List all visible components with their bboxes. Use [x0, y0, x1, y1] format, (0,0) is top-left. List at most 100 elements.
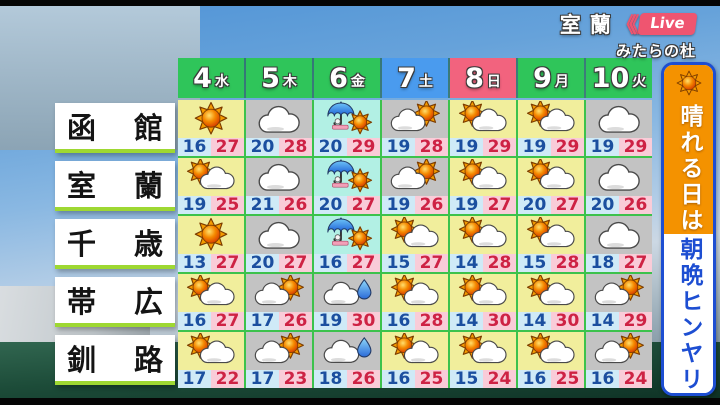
min-temp: 19: [178, 196, 211, 214]
day-weekday: 土: [418, 74, 433, 90]
forecast-cell-r2c7: 20 26: [586, 158, 652, 214]
cloud-icon: [258, 163, 300, 191]
min-temp: 18: [586, 254, 619, 272]
sun-cloud-icon: [526, 275, 575, 306]
icon-box: [586, 332, 652, 370]
temps: 15 27: [382, 254, 448, 272]
temps: 15 28: [518, 254, 584, 272]
icon-box: [314, 274, 380, 312]
icon-box: [246, 158, 312, 196]
umbrella-sun-icon: [327, 101, 373, 135]
temps: 18 27: [586, 254, 652, 272]
temps: 17 23: [246, 370, 312, 388]
icon-box: [518, 332, 584, 370]
temps: 19 25: [178, 196, 244, 214]
forecast-cell-r3c4: 15 27: [382, 216, 448, 272]
temps: 19 27: [450, 196, 516, 214]
forecast-row-1: 16 27 20 28 20 29 19 28 19 29 19 29 19 29: [178, 100, 652, 156]
min-temp: 18: [314, 370, 347, 388]
temps: 16 28: [382, 312, 448, 330]
day-number: 9: [533, 62, 552, 94]
forecast-cell-r2c4: 19 26: [382, 158, 448, 214]
min-temp: 14: [450, 312, 483, 330]
city-label-1: 函館: [55, 103, 175, 153]
day-weekday: 火: [632, 74, 647, 90]
icon-box: [586, 274, 652, 312]
day-number: 6: [329, 62, 348, 94]
sun-cloud-icon: [526, 101, 575, 132]
min-temp: 16: [586, 370, 619, 388]
day-number: 7: [397, 62, 416, 94]
icon-box: [382, 274, 448, 312]
icon-box: [586, 216, 652, 254]
max-temp: 27: [211, 254, 244, 272]
forecast-cell-r1c5: 19 29: [450, 100, 516, 156]
max-temp: 30: [551, 312, 584, 330]
icon-box: [246, 332, 312, 370]
min-temp: 16: [382, 370, 415, 388]
forecast-cell-r1c7: 19 29: [586, 100, 652, 156]
min-temp: 20: [518, 196, 551, 214]
max-temp: 28: [415, 138, 448, 156]
forecast-cell-r3c2: 20 27: [246, 216, 312, 272]
forecast-cell-r5c2: 17 23: [246, 332, 312, 388]
live-badge: 室蘭 《《 Live みたらの杜: [560, 9, 698, 61]
max-temp: 26: [619, 196, 652, 214]
cloud-sun-icon: [390, 101, 440, 132]
forecast-cell-r4c4: 16 28: [382, 274, 448, 330]
min-temp: 15: [450, 370, 483, 388]
sun-icon: [674, 68, 704, 102]
max-temp: 28: [483, 254, 516, 272]
max-temp: 28: [415, 312, 448, 330]
icon-box: [518, 100, 584, 138]
cloud-sun-icon: [594, 333, 644, 364]
forecast-cell-r3c7: 18 27: [586, 216, 652, 272]
temps: 16 27: [314, 254, 380, 272]
icon-box: [450, 274, 516, 312]
max-temp: 26: [347, 370, 380, 388]
headline-top: 晴れる日は: [664, 65, 713, 234]
temps: 14 30: [450, 312, 516, 330]
max-temp: 29: [551, 138, 584, 156]
min-temp: 17: [246, 370, 279, 388]
min-temp: 20: [246, 138, 279, 156]
icon-box: [178, 158, 244, 196]
headline-top-text: 晴れる日は: [676, 104, 702, 234]
forecast-table: 16 27 20 28 20 29 19 28 19 29 19 29 19 29 19 25 21 26 20 27…: [178, 100, 652, 388]
forecast-cell-r3c3: 16 27: [314, 216, 380, 272]
day-weekday: 水: [214, 74, 229, 90]
forecast-cell-r2c5: 19 27: [450, 158, 516, 214]
icon-box: [518, 274, 584, 312]
icon-box: [314, 332, 380, 370]
cloud-icon: [598, 221, 640, 249]
min-temp: 14: [518, 312, 551, 330]
temps: 20 26: [586, 196, 652, 214]
temps: 14 28: [450, 254, 516, 272]
min-temp: 16: [314, 254, 347, 272]
icon-box: [178, 216, 244, 254]
cloud-sun-icon: [390, 159, 440, 190]
min-temp: 14: [586, 312, 619, 330]
live-row: 室蘭 《《 Live: [560, 9, 698, 39]
icon-box: [450, 100, 516, 138]
day-weekday: 金: [350, 74, 365, 90]
sun-cloud-icon: [458, 217, 507, 248]
temps: 16 24: [586, 370, 652, 388]
forecast-cell-r5c1: 17 22: [178, 332, 244, 388]
city-label-3: 千歳: [55, 219, 175, 269]
day-weekday: 月: [554, 74, 569, 90]
sun-cloud-icon: [186, 333, 235, 364]
forecast-cell-r4c3: 19 30: [314, 274, 380, 330]
min-temp: 16: [382, 312, 415, 330]
sun-cloud-icon: [458, 275, 507, 306]
min-temp: 19: [450, 138, 483, 156]
max-temp: 23: [279, 370, 312, 388]
sun-cloud-icon: [458, 101, 507, 132]
max-temp: 28: [279, 138, 312, 156]
temps: 20 29: [314, 138, 380, 156]
letterbox-bottom: [0, 398, 720, 405]
forecast-cell-r1c2: 20 28: [246, 100, 312, 156]
max-temp: 27: [211, 138, 244, 156]
